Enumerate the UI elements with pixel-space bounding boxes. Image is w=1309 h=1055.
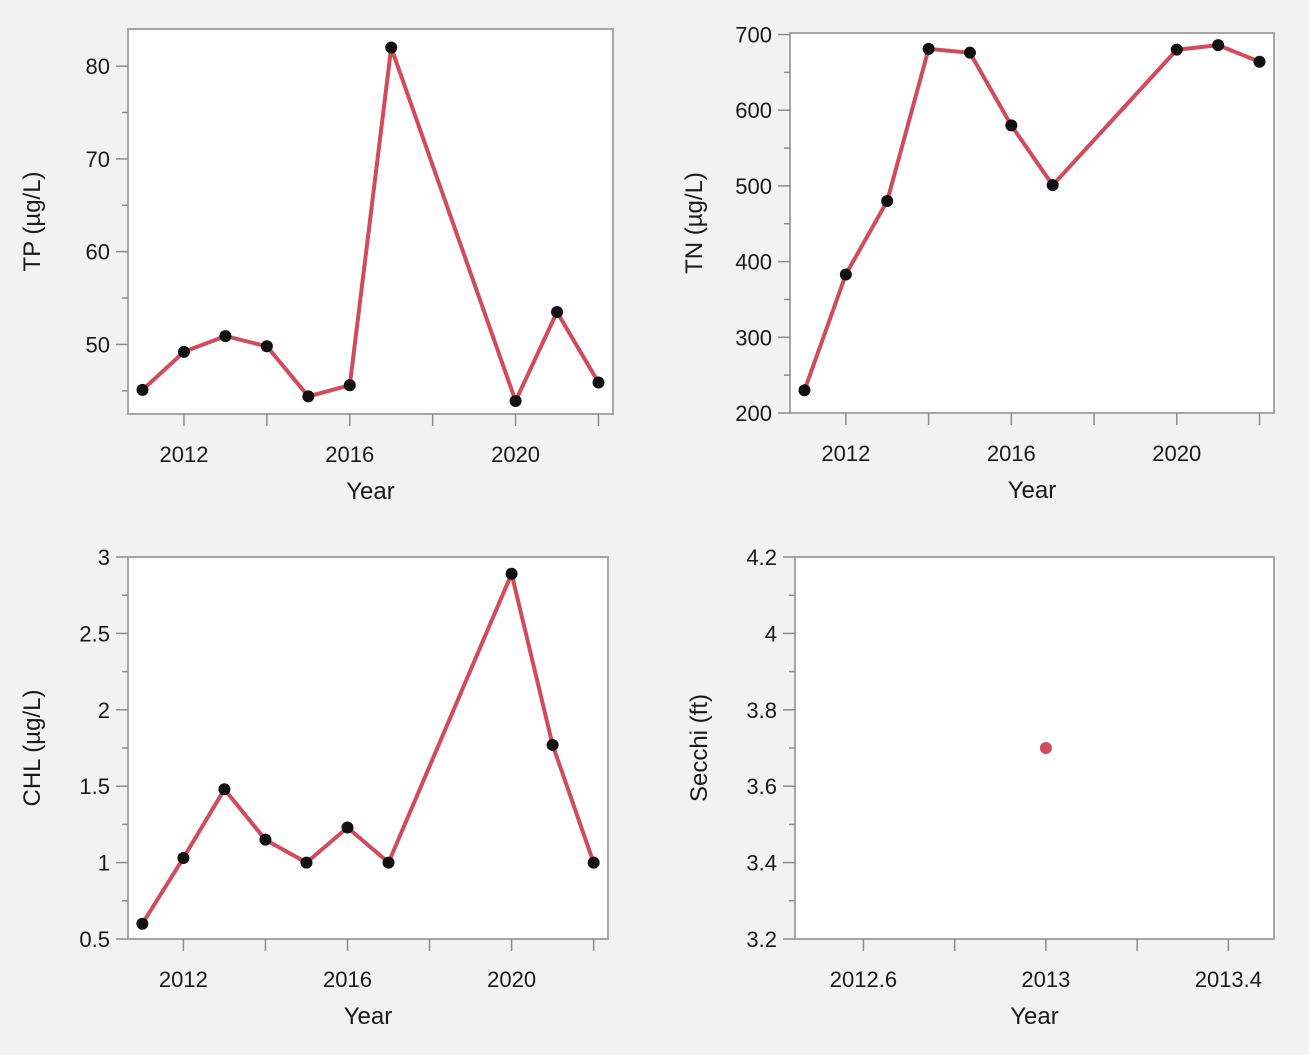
x-axis-title-tp: Year (346, 478, 395, 505)
series-line-chl (140, 571, 596, 926)
data-point-tn (798, 384, 811, 397)
data-point-chl (341, 821, 354, 834)
data-point-chl (177, 852, 190, 865)
data-point-tp (551, 305, 564, 318)
y-tick-label-tn: 400 (735, 250, 772, 275)
data-point-tp (592, 376, 605, 389)
data-point-tn (881, 195, 894, 208)
x-tick-label-tn: 2012 (821, 441, 870, 466)
panel-tp: 50 60 70 80 2012 2016 2020 Year TP (µg/L) (19, 28, 614, 505)
data-point-chl (259, 833, 272, 846)
x-tick-label-tn: 2016 (987, 441, 1036, 466)
data-point-tn (1170, 43, 1183, 56)
data-point-chl (546, 738, 559, 751)
y-tick-label-tn: 600 (735, 98, 772, 123)
y-tick-label-tp: 80 (86, 54, 110, 79)
data-point-tp (385, 41, 398, 54)
plot-frame-tn (789, 32, 1275, 414)
x-tick-label-tp: 2016 (325, 442, 374, 467)
data-point-tp (302, 390, 315, 403)
panel-secchi: 3.2 3.4 3.6 3.8 4 4.2 2012.6 2013 2013.4 Year Secc… (686, 545, 1275, 1030)
data-point-tp (509, 395, 522, 408)
panel-tn: 200 300 400 500 600 700 2012 2016 2020 Year TN (µg… (681, 23, 1275, 504)
data-point-secchi (1039, 742, 1052, 754)
y-tick-label-tn: 200 (735, 401, 772, 426)
data-point-tn (1046, 179, 1059, 192)
y-tick-label-chl: 2 (98, 698, 110, 723)
data-point-tp (219, 330, 232, 343)
y-tick-label-chl: 0.5 (79, 927, 110, 952)
y-tick-label-chl: 2.5 (79, 621, 110, 646)
series-line-tn (802, 43, 1262, 393)
x-tick-label-tp: 2020 (491, 442, 540, 467)
data-point-chl (587, 856, 600, 869)
y-tick-label-secchi: 4.2 (746, 545, 777, 570)
data-point-chl (382, 856, 395, 869)
y-tick-label-chl: 3 (98, 545, 110, 570)
data-point-tp (260, 340, 273, 353)
y-tick-label-secchi: 4 (765, 621, 777, 646)
data-point-chl (136, 917, 149, 930)
x-axis-title-chl: Year (344, 1003, 393, 1030)
x-tick-label-tn: 2020 (1152, 441, 1201, 466)
series-line-tp (140, 45, 601, 403)
data-point-tp (136, 383, 149, 396)
plot-frame-secchi (794, 556, 1275, 940)
x-tick-label-chl: 2016 (323, 967, 372, 992)
y-axis-title-tp: TP (µg/L) (19, 171, 46, 271)
y-tick-label-tp: 50 (86, 332, 110, 357)
y-axis-title-chl: CHL (µg/L) (19, 690, 46, 807)
y-tick-label-tn: 500 (735, 174, 772, 199)
x-axis-title-secchi: Year (1010, 1003, 1059, 1030)
y-tick-label-chl: 1.5 (79, 774, 110, 799)
x-tick-label-secchi: 2012.6 (830, 967, 897, 992)
x-tick-label-tp: 2012 (159, 442, 208, 467)
y-axis-title-tn: TN (µg/L) (681, 172, 708, 274)
y-tick-label-tp: 70 (86, 147, 110, 172)
data-point-tn (1005, 119, 1018, 132)
data-point-chl (218, 783, 231, 796)
data-point-tn (1212, 39, 1225, 52)
data-point-tn (839, 268, 852, 281)
y-tick-label-tn: 700 (735, 23, 772, 48)
data-point-tn (963, 46, 976, 59)
plot-frame-chl (127, 556, 609, 940)
y-tick-label-secchi: 3.8 (746, 698, 777, 723)
y-tick-label-secchi: 3.6 (746, 774, 777, 799)
y-tick-label-tn: 300 (735, 325, 772, 350)
x-tick-label-secchi: 2013.4 (1195, 967, 1262, 992)
x-axis-title-tn: Year (1008, 477, 1057, 504)
data-point-tp (177, 345, 190, 358)
data-point-chl (505, 567, 518, 580)
y-axis-title-secchi: Secchi (ft) (686, 694, 713, 802)
y-tick-label-chl: 1 (98, 851, 110, 876)
panel-chl: 0.5 1 1.5 2 2.5 3 2012 2016 2020 Year CHL (µg/L) (19, 545, 609, 1030)
data-point-tn (1253, 55, 1266, 68)
data-point-tp (343, 379, 356, 392)
x-tick-label-secchi: 2013 (1021, 967, 1070, 992)
y-tick-label-tp: 60 (86, 240, 110, 265)
x-tick-label-chl: 2020 (487, 967, 536, 992)
data-point-tn (922, 42, 935, 55)
x-tick-label-chl: 2012 (159, 967, 208, 992)
y-tick-label-secchi: 3.4 (746, 851, 777, 876)
data-point-chl (300, 856, 313, 869)
y-tick-label-secchi: 3.2 (746, 927, 777, 952)
